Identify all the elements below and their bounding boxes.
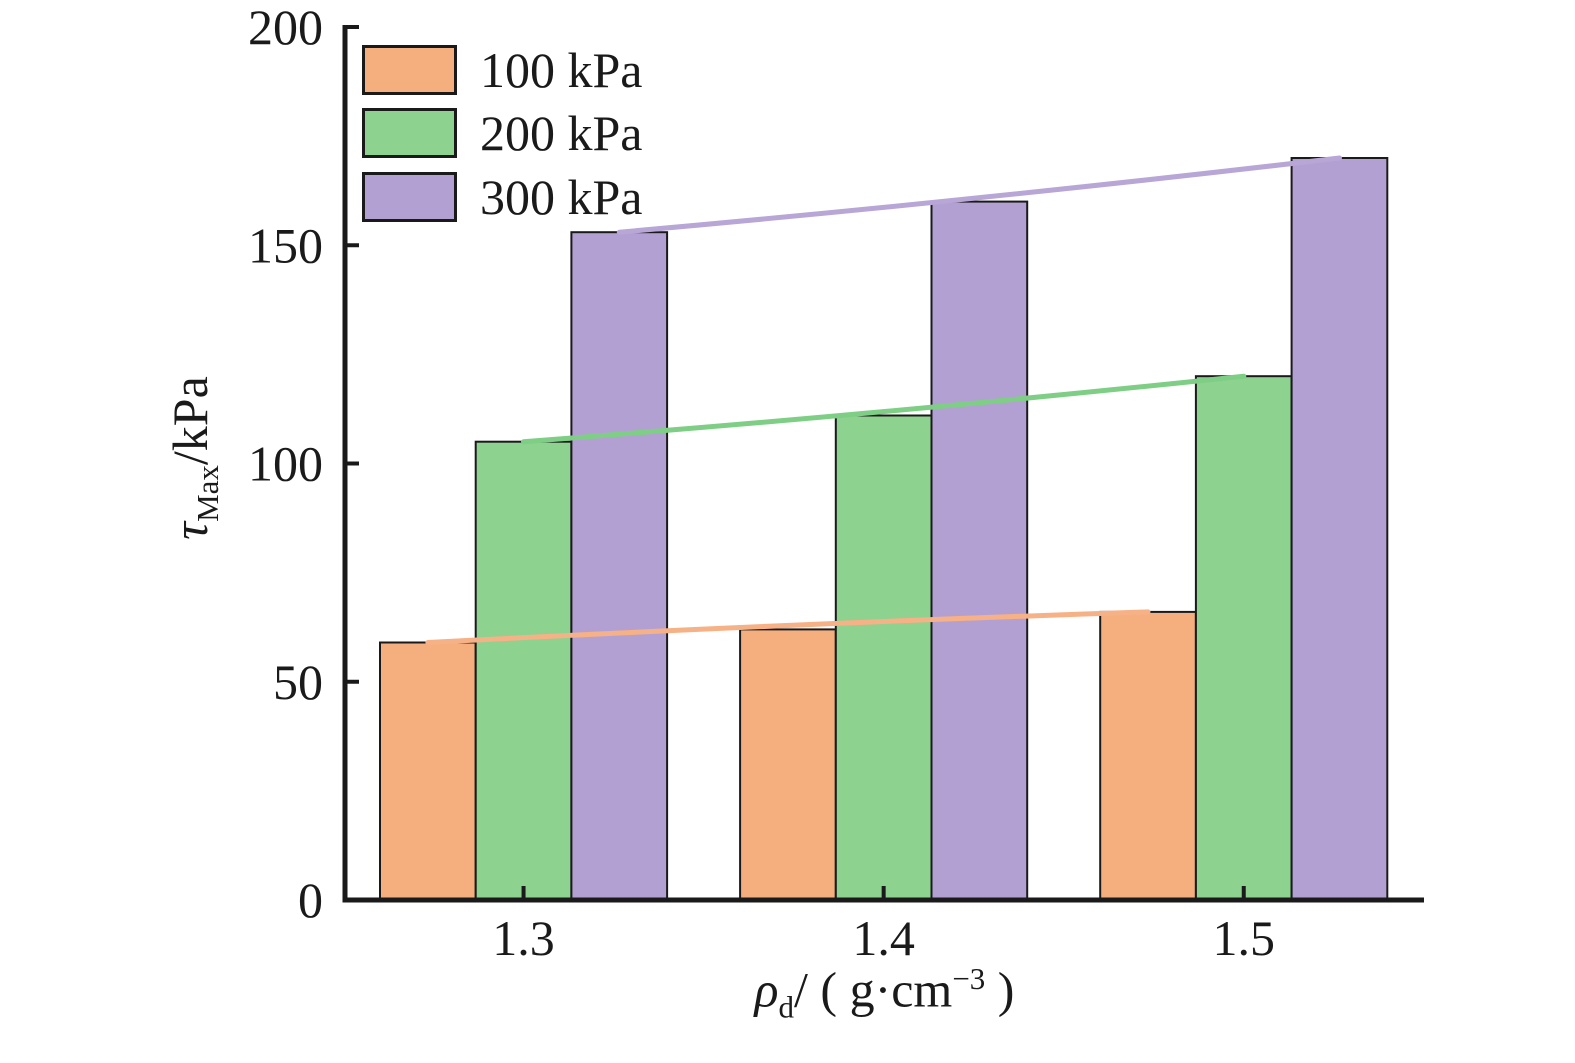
y-tick-label-200: 200 [248, 0, 323, 55]
bar-200kpa-1.3 [474, 440, 573, 901]
y-tick-label-0: 0 [298, 872, 323, 928]
legend-item-300kpa: 300 kPa [362, 172, 643, 222]
x-axis-label: ρd/ ( g·cm−3 ) [345, 948, 1424, 1025]
y-axis-label-symbol: τ [162, 521, 218, 540]
x-axis-label-subscript: d [778, 989, 795, 1025]
x-axis-label-units: / ( g·cm [794, 961, 953, 1018]
legend-label-200kpa: 200 kPa [480, 105, 643, 161]
bar-300kpa-1.4 [930, 200, 1029, 902]
bar-200kpa-1.5 [1194, 375, 1293, 901]
x-tick-label-1.5: 1.5 [1213, 910, 1276, 966]
y-tick-label-100: 100 [248, 436, 323, 492]
legend-label-100kpa: 100 kPa [480, 42, 643, 98]
bar-100kpa-1.5 [1099, 610, 1197, 902]
x-axis-label-symbol: ρ [754, 961, 779, 1018]
bar-200kpa-1.4 [834, 414, 933, 901]
legend-item-200kpa: 200 kPa [362, 108, 643, 158]
bar-300kpa-1.5 [1290, 157, 1389, 901]
y-axis-label-subscript: Max [190, 465, 225, 522]
bar-300kpa-1.3 [570, 231, 669, 901]
y-axis-label-units: /kPa [162, 376, 218, 466]
x-axis-label-close-paren: ) [985, 961, 1015, 1018]
x-axis-label-exponent: −3 [952, 961, 986, 996]
legend-item-100kpa: 100 kPa [362, 45, 643, 95]
x-tick-label-1.3: 1.3 [492, 910, 555, 966]
y-axis-label: τMax/kPa [162, 258, 225, 658]
trend-line-100kpa [425, 609, 1151, 645]
x-tick-label-1.4: 1.4 [852, 910, 915, 966]
trend-line-300kpa [616, 155, 1342, 235]
y-tick-label-50: 50 [273, 654, 323, 710]
legend-swatch-300kpa [362, 172, 457, 222]
trend-line-200kpa [521, 373, 1247, 445]
y-tick-label-150: 150 [248, 217, 323, 273]
legend-label-300kpa: 300 kPa [480, 169, 643, 225]
legend-swatch-100kpa [362, 45, 457, 95]
legend-swatch-200kpa [362, 108, 457, 158]
bar-100kpa-1.4 [739, 628, 837, 902]
bar-100kpa-1.3 [379, 641, 477, 901]
